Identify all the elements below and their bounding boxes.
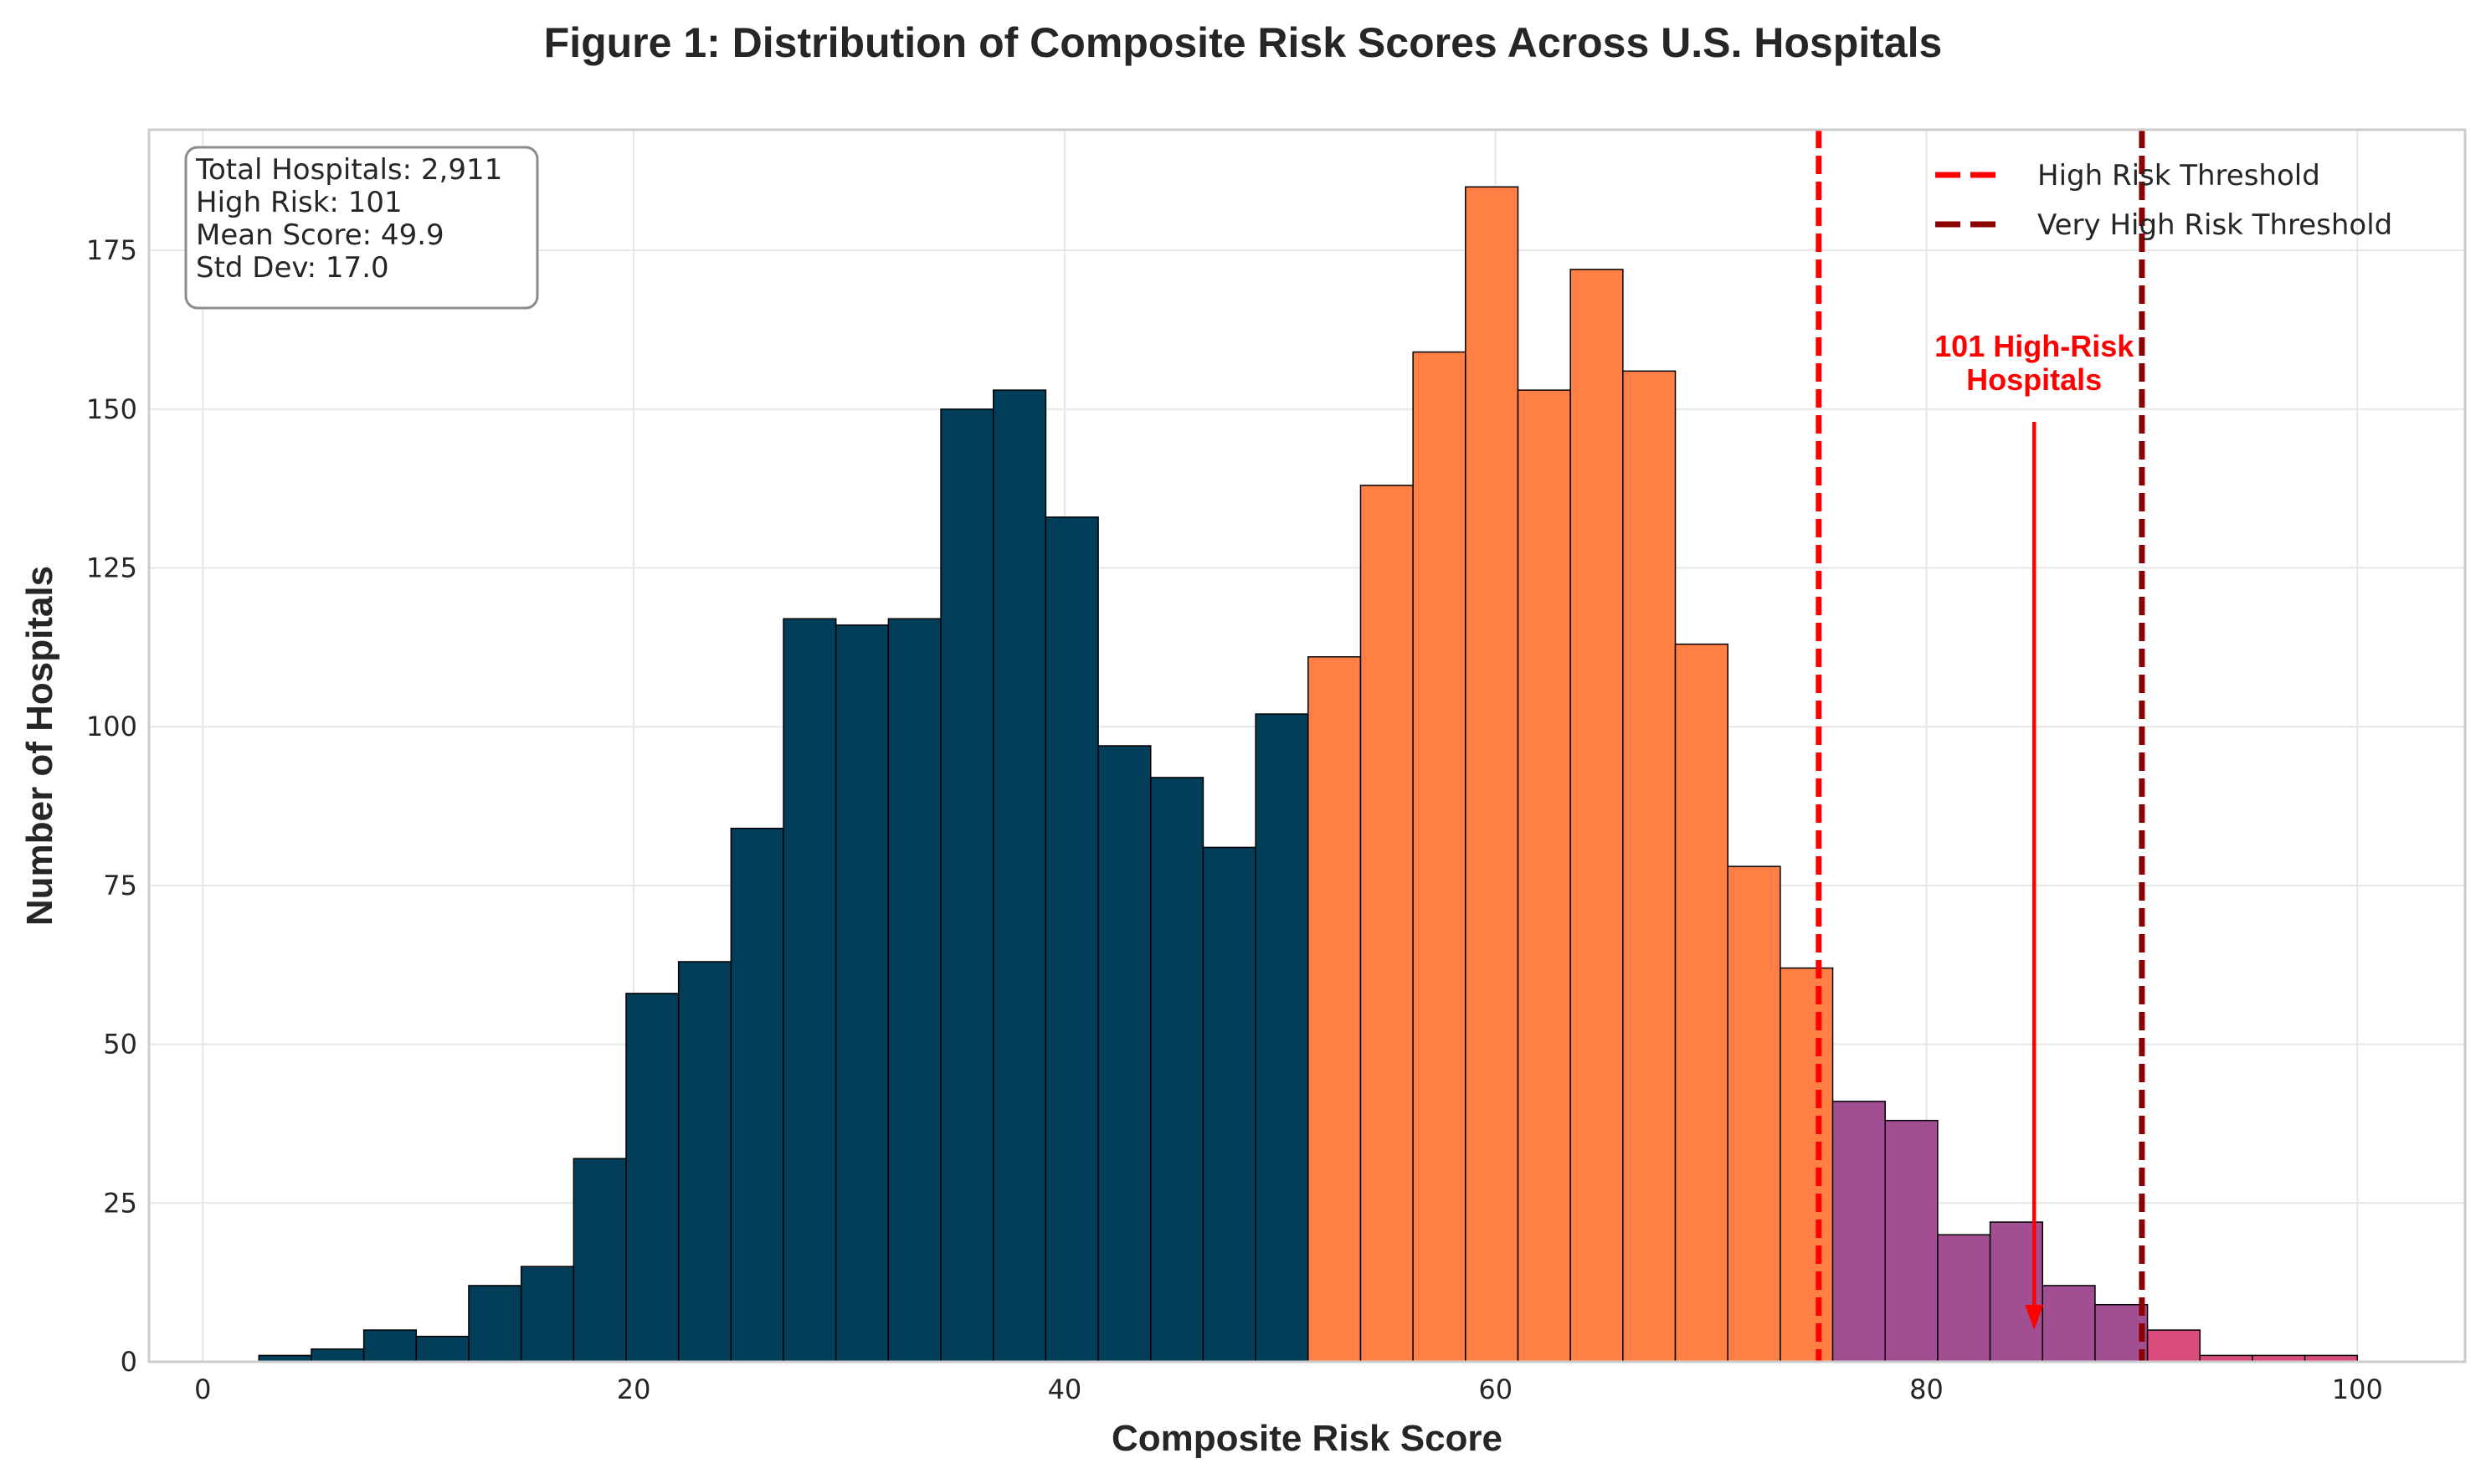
x-tick-label: 100	[2332, 1374, 2383, 1405]
histogram-bar	[1517, 389, 1571, 1363]
histogram-bar	[835, 624, 890, 1363]
stats-line: Std Dev: 17.0	[196, 251, 389, 285]
histogram-bar	[1937, 1234, 1991, 1363]
histogram-bar	[573, 1158, 627, 1363]
stats-box-frame	[184, 146, 539, 310]
y-tick-label: 100	[86, 711, 137, 742]
histogram-bar	[311, 1348, 365, 1363]
histogram-bar	[1097, 745, 1152, 1363]
histogram-bar	[1727, 865, 1781, 1363]
histogram-bar	[1884, 1119, 1939, 1363]
histogram-bar	[1622, 370, 1677, 1363]
y-tick-label: 150	[86, 393, 137, 425]
histogram-bar	[1150, 777, 1204, 1363]
histogram-bar	[1202, 846, 1256, 1363]
y-tick-label: 0	[121, 1346, 137, 1378]
plot-frame	[147, 128, 2467, 1363]
histogram-bar	[992, 389, 1047, 1363]
histogram-bar	[1412, 351, 1466, 1363]
histogram-bar	[1674, 643, 1728, 1363]
histogram-bar	[362, 1329, 418, 1363]
y-axis-label: Number of Hospitals	[19, 566, 60, 926]
annotation-arrow-head	[2025, 1305, 2044, 1331]
histogram-bar	[1780, 967, 1834, 1363]
y-tick-label: 125	[86, 552, 137, 584]
stats-line: Mean Score: 49.9	[196, 218, 444, 252]
y-tick-label: 50	[103, 1029, 137, 1060]
histogram-bar	[1831, 1101, 1886, 1363]
histogram-bar	[1569, 269, 1624, 1363]
histogram-bar	[415, 1335, 470, 1363]
x-axis-label: Composite Risk Score	[1112, 1418, 1502, 1459]
legend-label: High Risk Threshold	[2037, 159, 2320, 193]
chart-title: Figure 1: Distribution of Composite Risk…	[544, 19, 1943, 66]
histogram-bar	[940, 408, 994, 1363]
stats-line: Total Hospitals: 2,911	[195, 153, 502, 187]
histogram-bar	[677, 961, 732, 1363]
stats-line: High Risk: 101	[196, 186, 403, 219]
histogram-bar	[887, 618, 942, 1363]
x-tick-label: 80	[1909, 1374, 1944, 1405]
histogram-bar	[1465, 186, 1519, 1363]
y-tick-label: 175	[86, 234, 137, 266]
grid-lines	[149, 130, 2465, 1363]
histogram-bar	[783, 618, 837, 1363]
x-tick-label: 60	[1478, 1374, 1513, 1405]
histogram-bar	[1359, 485, 1414, 1363]
x-tick-label: 40	[1048, 1374, 1082, 1405]
histogram-bar	[2042, 1285, 2096, 1363]
annotation-text-line: Hospitals	[1966, 362, 2102, 397]
histogram-bar	[520, 1266, 575, 1363]
y-tick-label: 25	[103, 1187, 137, 1219]
histogram-bar	[2146, 1329, 2201, 1363]
annotation-text-line: 101 High-Risk	[1934, 329, 2134, 363]
threshold-lines	[1816, 130, 2145, 1362]
legend: High Risk Threshold Very High Risk Thresh…	[1935, 159, 2392, 242]
histogram-bar	[730, 827, 784, 1363]
histogram-bar	[625, 993, 680, 1363]
histogram-bar	[1045, 516, 1099, 1363]
y-tick-label: 75	[103, 870, 137, 901]
legend-label: Very High Risk Threshold	[2037, 208, 2392, 242]
histogram-bar	[468, 1285, 522, 1363]
histogram-bars	[258, 186, 2359, 1363]
x-tick-label: 20	[617, 1374, 651, 1405]
histogram-bar	[1307, 656, 1362, 1363]
histogram-bar	[1255, 713, 1309, 1363]
axis-ticks: 0 20 40 60 80 100 0 25 50 75 100 125 150 175	[86, 234, 2383, 1405]
x-tick-label: 0	[194, 1374, 211, 1405]
